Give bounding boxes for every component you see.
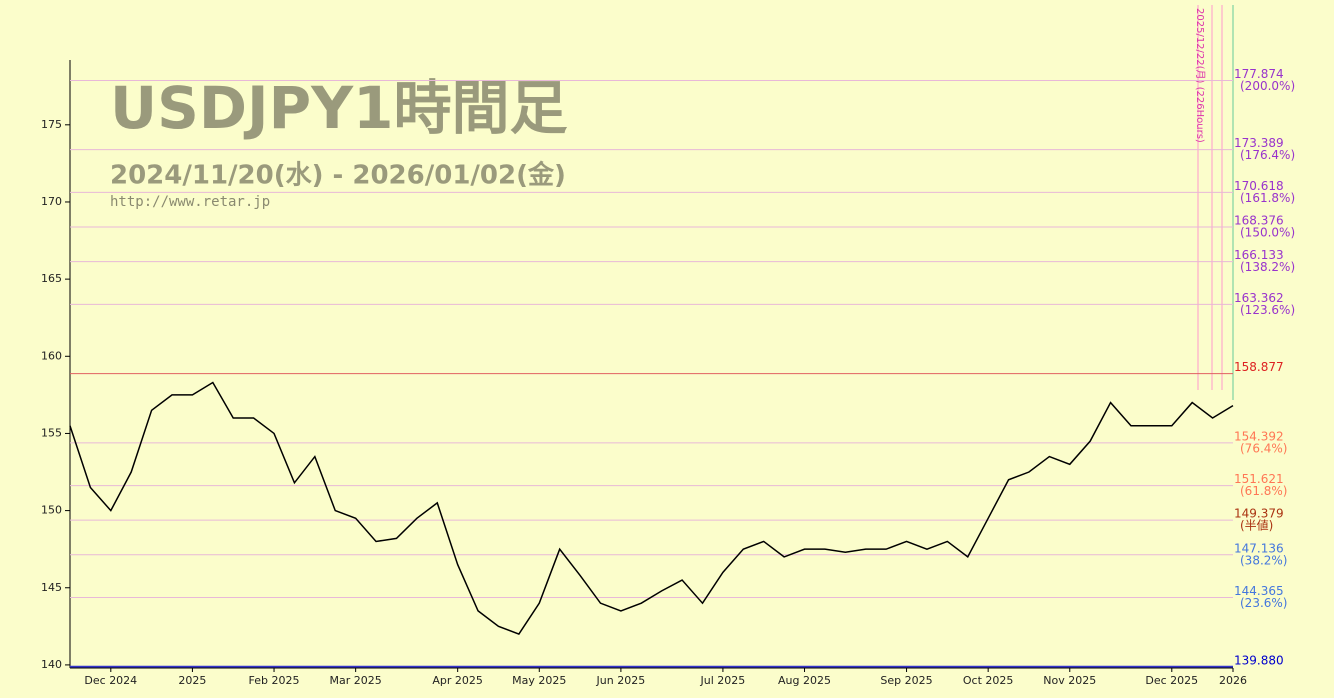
level-note: (76.4%) [1240, 441, 1287, 455]
chart-subtitle: 2024/11/20(水) - 2026/01/02(金) [110, 160, 566, 191]
x-tick-label: Apr 2025 [432, 674, 483, 687]
price-line [69, 381, 1234, 635]
y-tick-label: 150 [41, 504, 62, 517]
x-tick-label: Feb 2025 [249, 674, 300, 687]
y-tick-label: 140 [41, 658, 62, 671]
level-note: (61.8%) [1240, 484, 1287, 498]
x-tick-label: Dec 2024 [84, 674, 137, 687]
level-note: (123.6%) [1240, 303, 1295, 317]
level-label: 168.376 [1234, 214, 1284, 228]
x-tick-label: Nov 2025 [1043, 674, 1096, 687]
source: http://www.retar.jp [110, 194, 270, 210]
x-tick-label: Dec 2025 [1145, 674, 1198, 687]
x-tick-label: 2026 [1219, 674, 1247, 687]
level-label: 158.877 [1234, 360, 1284, 374]
x-tick-label: May 2025 [512, 674, 566, 687]
level-note: (半値) [1240, 518, 1273, 533]
x-tick-label: 2025 [178, 674, 206, 687]
level-note: (150.0%) [1240, 226, 1295, 240]
level-label: 144.365 [1234, 584, 1284, 598]
y-tick-label: 170 [41, 195, 62, 208]
x-tick-label: Mar 2025 [330, 674, 382, 687]
level-note: (38.2%) [1240, 553, 1287, 567]
annotation: 2025/12/22(月) (226Hours) [1194, 8, 1206, 143]
level-label: 149.379 [1234, 507, 1284, 521]
x-tick-label: Oct 2025 [963, 674, 1014, 687]
level-label: 166.133 [1234, 248, 1284, 262]
level-note: (138.2%) [1240, 260, 1295, 274]
y-tick-label: 165 [41, 272, 62, 285]
level-label: 177.874 [1234, 67, 1284, 81]
level-note: (200.0%) [1240, 79, 1295, 93]
y-tick-label: 175 [41, 118, 62, 131]
y-tick-label: 145 [41, 581, 62, 594]
level-note: (176.4%) [1240, 148, 1295, 162]
level-label: 139.880 [1234, 653, 1284, 667]
level-label: 154.392 [1234, 429, 1284, 443]
y-tick-label: 155 [41, 426, 62, 439]
level-note: (161.8%) [1240, 191, 1295, 205]
x-tick-label: Aug 2025 [778, 674, 831, 687]
y-tick-label: 160 [41, 349, 62, 362]
level-label: 170.618 [1234, 179, 1284, 193]
x-tick-label: Jun 2025 [596, 674, 646, 687]
level-label: 147.136 [1234, 541, 1284, 555]
level-label: 163.362 [1234, 291, 1284, 305]
x-tick-label: Sep 2025 [880, 674, 932, 687]
level-label: 173.389 [1234, 136, 1284, 150]
x-tick-label: Jul 2025 [700, 674, 746, 687]
level-note: (23.6%) [1240, 596, 1287, 610]
level-label: 151.621 [1234, 472, 1284, 486]
chart-title: USDJPY1時間足 [110, 74, 567, 142]
